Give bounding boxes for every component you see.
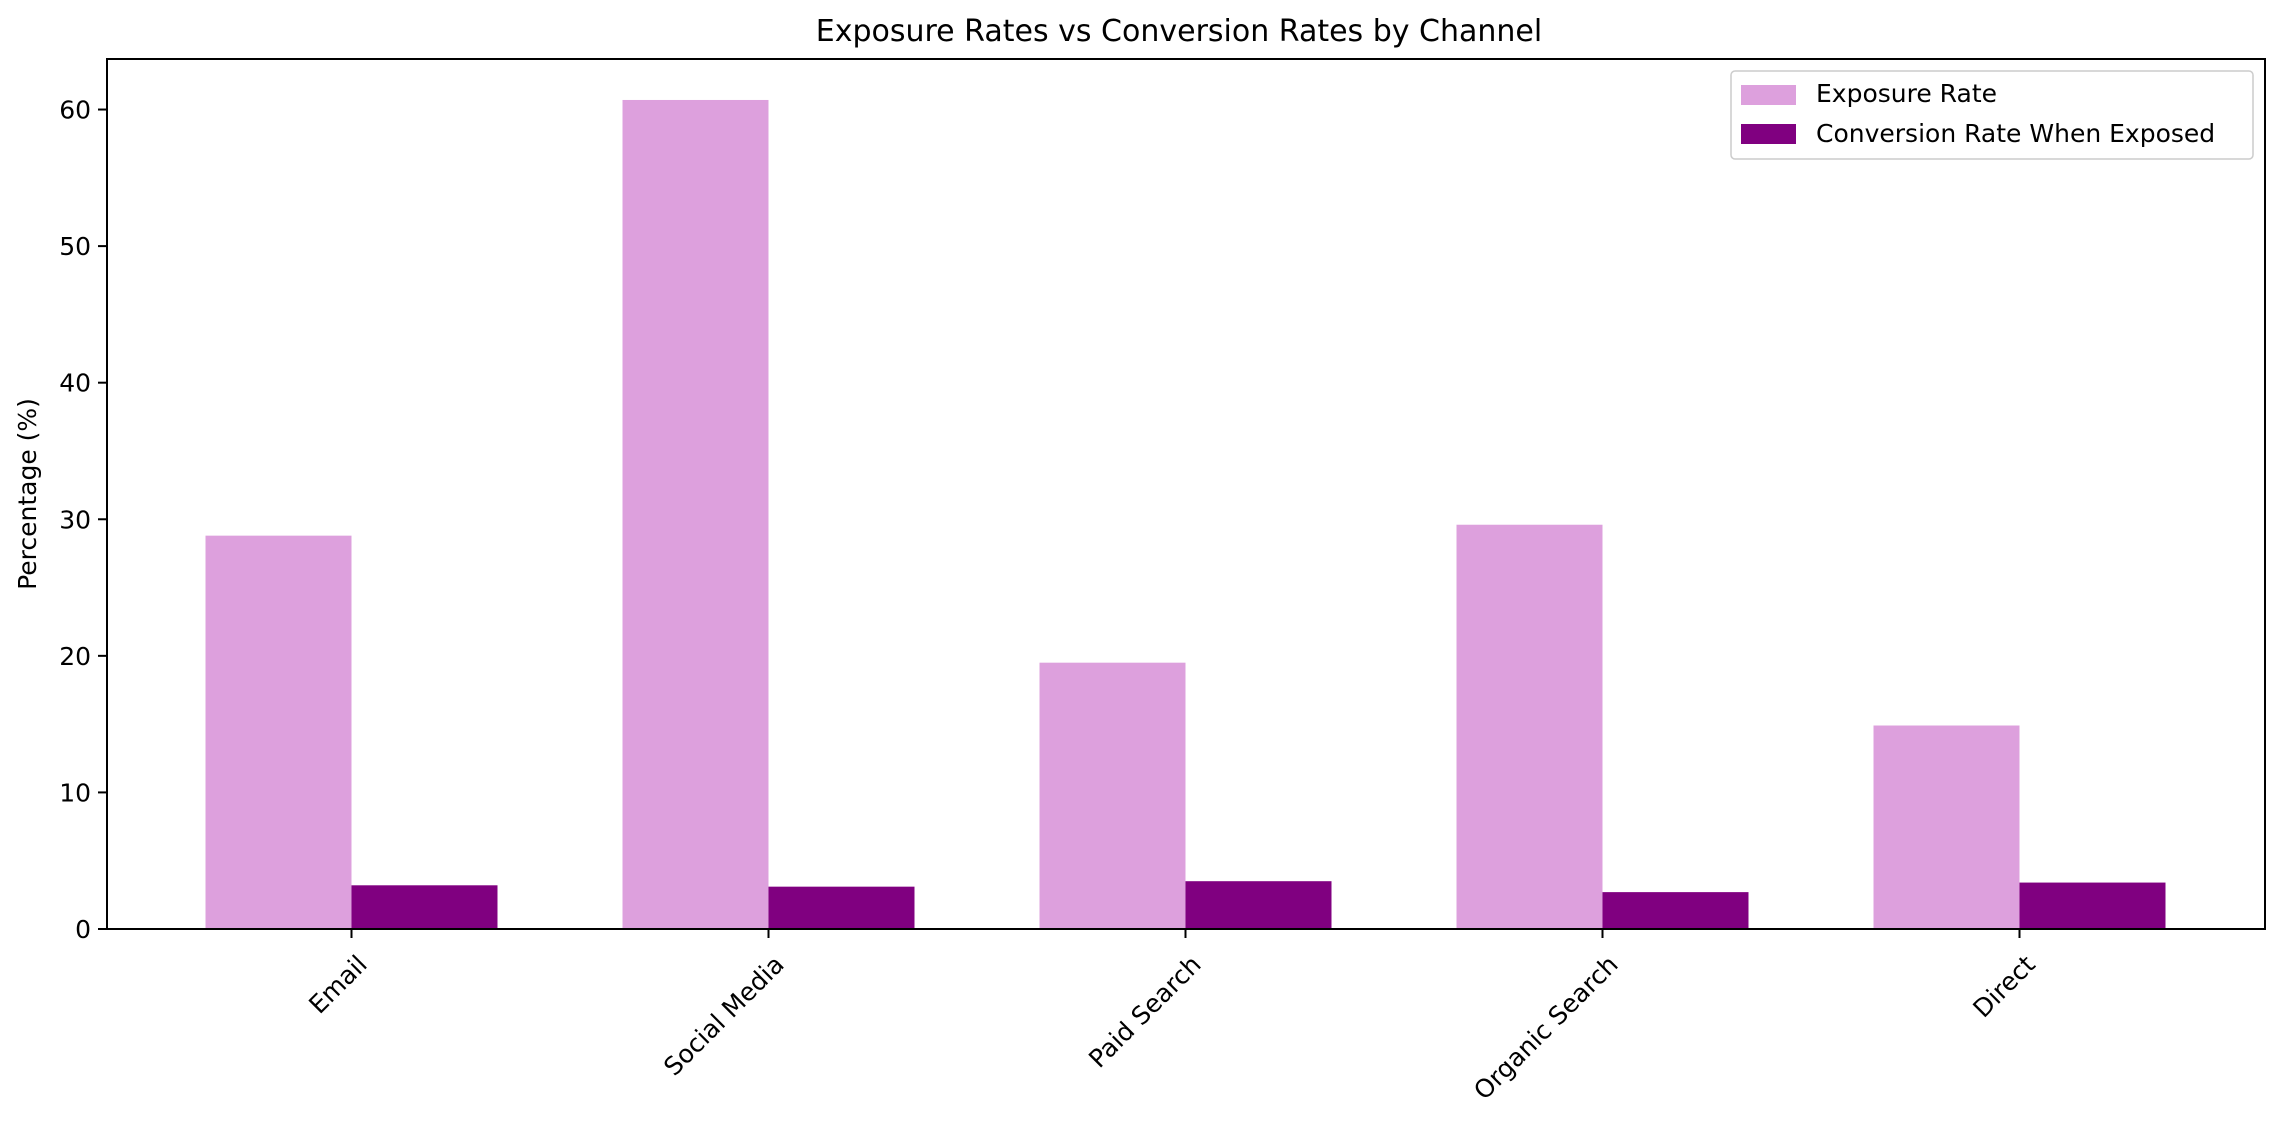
y-axis-label: Percentage (%) [13,398,42,590]
y-tick-label-30: 30 [59,505,91,534]
legend-swatch-conversion-rate [1741,124,1796,144]
plot-area-frame [106,58,2266,930]
bar-exposure-rate-direct [1873,725,2020,929]
legend-label-conversion-rate: Conversion Rate When Exposed [1816,119,2215,148]
y-tick-label-20: 20 [59,642,91,671]
y-tick-label-0: 0 [75,915,91,944]
chart-title: Exposure Rates vs Conversion Rates by Ch… [816,14,1542,49]
bar-conversion-rate-when-exposed-paid-search [1185,881,1332,929]
legend-box [1730,70,2254,160]
bar-exposure-rate-email [205,535,352,929]
bar-conversion-rate-when-exposed-social-media [768,886,915,929]
y-tick-label-60: 60 [59,96,91,125]
bar-conversion-rate-when-exposed-email [351,885,498,929]
bar-conversion-rate-when-exposed-organic-search [1602,892,1749,929]
bar-exposure-rate-paid-search [1039,662,1186,929]
legend: Exposure Rate Conversion Rate When Expos… [1730,70,2254,160]
bar-conversion-rate-when-exposed-direct [2019,882,2166,929]
y-tick-label-50: 50 [59,232,91,261]
y-tick-label-10: 10 [59,778,91,807]
legend-swatch-exposure-rate [1741,85,1796,105]
y-tick-label-40: 40 [59,369,91,398]
bars-layer [205,99,2166,929]
bar-exposure-rate-organic-search [1456,524,1603,929]
y-axis-ticks: 0 10 20 30 40 50 60 [59,96,107,944]
legend-label-exposure-rate: Exposure Rate [1816,79,1997,108]
bar-exposure-rate-social-media [622,99,769,929]
